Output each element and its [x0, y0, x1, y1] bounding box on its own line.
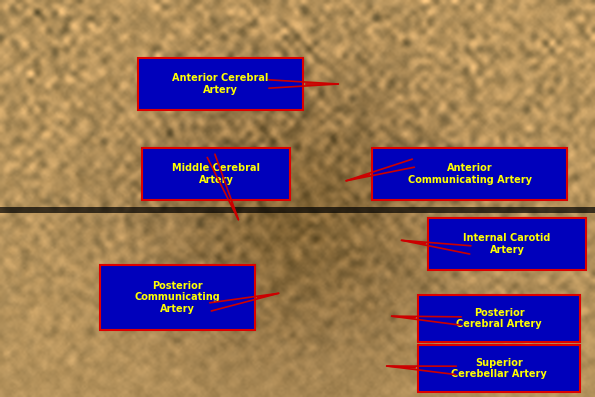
FancyBboxPatch shape	[428, 218, 586, 270]
FancyBboxPatch shape	[142, 148, 290, 200]
Text: Anterior
Communicating Artery: Anterior Communicating Artery	[408, 163, 531, 185]
FancyBboxPatch shape	[372, 148, 567, 200]
Text: Internal Carotid
Artery: Internal Carotid Artery	[464, 233, 551, 255]
Text: Posterior
Communicating
Artery: Posterior Communicating Artery	[134, 281, 220, 314]
Text: Superior
Cerebellar Artery: Superior Cerebellar Artery	[451, 358, 547, 379]
FancyBboxPatch shape	[418, 345, 580, 392]
Text: Middle Cerebral
Artery: Middle Cerebral Artery	[172, 163, 260, 185]
FancyBboxPatch shape	[138, 58, 303, 110]
Text: Anterior Cerebral
Artery: Anterior Cerebral Artery	[173, 73, 269, 95]
FancyBboxPatch shape	[100, 265, 255, 330]
Text: Posterior
Cerebral Artery: Posterior Cerebral Artery	[456, 308, 542, 329]
FancyBboxPatch shape	[418, 295, 580, 342]
